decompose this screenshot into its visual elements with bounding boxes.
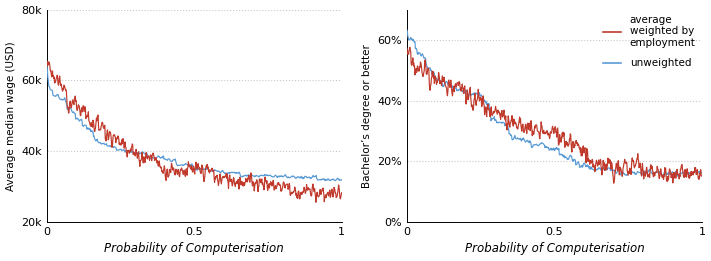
Legend: average
weighted by
employment, unweighted: average weighted by employment, unweight…: [599, 10, 700, 73]
Y-axis label: Bachelor’s degree or better: Bachelor’s degree or better: [362, 44, 372, 188]
X-axis label: Probability of Computerisation: Probability of Computerisation: [105, 242, 284, 256]
X-axis label: Probability of Computerisation: Probability of Computerisation: [464, 242, 644, 256]
Y-axis label: Average median wage (USD): Average median wage (USD): [6, 41, 16, 191]
